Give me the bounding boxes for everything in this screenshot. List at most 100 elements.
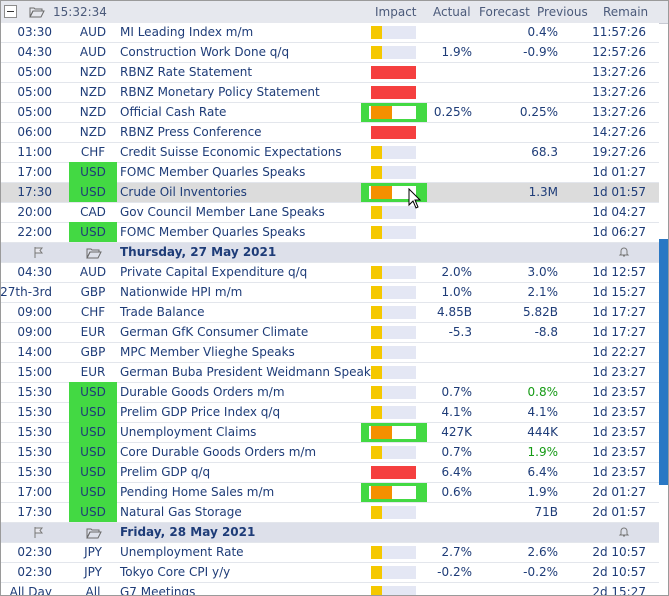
col-actual[interactable]: Actual [433,5,471,19]
impact-low-indicator [370,26,418,39]
event-title[interactable]: Unemployment Rate [120,545,244,559]
event-remain: 1d 23:57 [592,405,646,419]
folder-open-icon[interactable] [86,247,102,259]
event-row[interactable]: 15:30 USD Core Durable Goods Orders m/m 0.7… [1,442,659,463]
event-title[interactable]: German GfK Consumer Climate [120,325,309,339]
event-remain: 1d 23:57 [592,385,646,399]
event-row[interactable]: 04:30 AUD Private Capital Expenditure q/q 2… [1,263,659,283]
event-forecast: -5.3 [448,325,472,339]
event-row[interactable]: 15:30 USD Prelim GDP q/q 6.4% 6.4% 1d 23:57 [1,462,659,483]
event-row[interactable]: 17:30 USD Crude Oil Inventories 1.3M 1d 01:5… [1,182,659,203]
event-title[interactable]: G7 Meetings [120,585,196,596]
event-title[interactable]: Unemployment Claims [120,425,257,439]
event-title[interactable]: Construction Work Done q/q [120,45,290,59]
event-time: 11:00 [17,145,52,159]
impact-low-indicator [370,286,418,299]
currency-highlight [69,402,117,422]
event-title[interactable]: RBNZ Monetary Policy Statement [120,85,320,99]
col-remain[interactable]: Remain [603,5,649,19]
event-remain: 1d 17:27 [592,325,646,339]
event-forecast: 427K [441,425,472,439]
event-row[interactable]: 02:30 JPY Unemployment Rate 2.7% 2.6% 2d 10:5… [1,543,659,563]
event-currency: USD [80,385,106,399]
event-row[interactable]: 15:30 USD Durable Goods Orders m/m 0.7% 0.8%… [1,382,659,403]
event-row[interactable]: 04:30 AUD Construction Work Done q/q 1.9% -0… [1,43,659,63]
event-row[interactable]: 15:30 USD Prelim GDP Price Index q/q 4.1% 4.… [1,402,659,423]
event-forecast: 4.1% [441,405,473,419]
event-title[interactable]: Nationwide HPI m/m [120,285,243,299]
event-title[interactable]: Prelim GDP q/q [120,465,211,479]
flag-icon[interactable] [34,247,44,258]
event-row[interactable]: 05:00 NZD Official Cash Rate 0.25% 0.25% 13:2… [1,103,659,123]
col-impact[interactable]: Impact [375,5,417,19]
event-currency: EUR [80,365,106,379]
impact-high-indicator [370,126,418,139]
event-currency: CHF [80,305,106,319]
event-row[interactable]: 06:00 NZD RBNZ Press Conference 14:27:26 [1,123,659,143]
event-row[interactable]: 05:00 NZD RBNZ Rate Statement 13:27:26 [1,63,659,83]
currency-highlight [69,422,117,442]
bell-icon[interactable] [618,526,630,538]
event-row[interactable]: 03:30 AUD MI Leading Index m/m 0.4% 11:57:26 [1,23,659,43]
scrollbar-thumb[interactable] [659,239,668,485]
event-time: 15:30 [17,385,52,399]
event-title[interactable]: Credit Suisse Economic Expectations [120,145,342,159]
event-title[interactable]: Pending Home Sales m/m [120,485,275,499]
event-title[interactable]: Natural Gas Storage [120,505,242,519]
event-forecast: 0.7% [441,445,473,459]
event-remain: 2d 15:27 [592,585,646,596]
event-title[interactable]: Tokyo Core CPI y/y [120,565,231,579]
event-previous: 71B [534,505,558,519]
event-row[interactable]: 11:00 CHF Credit Suisse Economic Expectati… [1,143,659,163]
event-title[interactable]: German Buba President Weidmann Speaks [120,365,378,379]
event-title[interactable]: Trade Balance [120,305,205,319]
date-group-row[interactable]: Friday, 28 May 2021 [1,523,659,543]
event-row[interactable]: 15:00 EUR German Buba President Weidmann S… [1,363,659,383]
impact-low-indicator [370,346,418,359]
event-row[interactable]: 15:30 USD Unemployment Claims 427K 444K 1d 23… [1,422,659,443]
folder-open-icon[interactable] [86,527,102,539]
date-group-row[interactable]: Thursday, 27 May 2021 [1,243,659,263]
event-row[interactable]: 17:30 USD Natural Gas Storage 71B 2d 01:57 [1,502,659,523]
event-row[interactable]: 02:30 JPY Tokyo Core CPI y/y -0.2% -0.2% 2d 1… [1,563,659,583]
event-title[interactable]: MPC Member Vlieghe Speaks [120,345,295,359]
impact-low-indicator [370,266,418,279]
event-title[interactable]: MI Leading Index m/m [120,25,254,39]
flag-icon[interactable] [34,527,44,538]
folder-open-icon[interactable] [29,6,45,18]
bell-icon[interactable] [618,246,630,258]
event-title[interactable]: Private Capital Expenditure q/q [120,265,308,279]
event-forecast: 6.4% [441,465,473,479]
event-title[interactable]: FOMC Member Quarles Speaks [120,165,306,179]
col-forecast[interactable]: Forecast [479,5,530,19]
event-row[interactable]: 09:00 CHF Trade Balance 4.85B 5.82B 1d 17:27 [1,303,659,323]
event-title[interactable]: Core Durable Goods Orders m/m [120,445,317,459]
event-row[interactable]: 27th-3rd GBP Nationwide HPI m/m 1.0% 2.1% 1d … [1,283,659,303]
event-title[interactable]: Official Cash Rate [120,105,227,119]
event-time: 04:30 [17,265,52,279]
event-title[interactable]: Gov Council Member Lane Speaks [120,205,325,219]
event-title[interactable]: RBNZ Press Conference [120,125,262,139]
event-row[interactable]: 17:00 USD FOMC Member Quarles Speaks 1d 01:… [1,162,659,183]
event-row[interactable]: 05:00 NZD RBNZ Monetary Policy Statement 13… [1,83,659,103]
event-title[interactable]: Durable Goods Orders m/m [120,385,285,399]
event-title[interactable]: RBNZ Rate Statement [120,65,253,79]
event-time: 20:00 [17,205,52,219]
event-title[interactable]: Prelim GDP Price Index q/q [120,405,281,419]
event-row[interactable]: 22:00 USD FOMC Member Quarles Speaks 1d 06:… [1,222,659,243]
event-row[interactable]: 09:00 EUR German GfK Consumer Climate -5.3 -… [1,323,659,343]
event-row[interactable]: 17:00 USD Pending Home Sales m/m 0.6% 1.9% 2d… [1,482,659,503]
event-currency: GBP [80,345,106,359]
event-row[interactable]: 14:00 GBP MPC Member Vlieghe Speaks 1d 22:2… [1,343,659,363]
event-row[interactable]: All Day All G7 Meetings 2d 15:27 [1,583,659,596]
event-row[interactable]: 20:00 CAD Gov Council Member Lane Speaks 1d… [1,203,659,223]
event-time: 17:00 [17,485,52,499]
collapse-toggle[interactable] [4,5,17,18]
event-time: 05:00 [17,105,52,119]
event-currency: USD [80,165,106,179]
event-title[interactable]: FOMC Member Quarles Speaks [120,225,306,239]
event-title[interactable]: Crude Oil Inventories [120,185,247,199]
col-previous[interactable]: Previous [537,5,588,19]
impact-low-indicator [370,326,418,339]
event-currency: USD [80,485,106,499]
